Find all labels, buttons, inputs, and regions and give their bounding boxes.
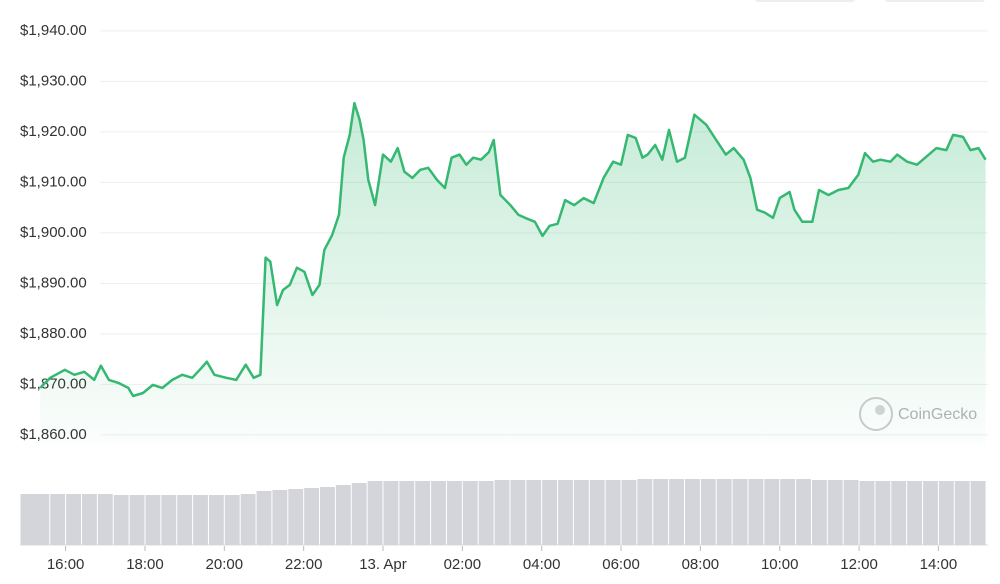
y-tick-label: $1,890.00 [20,274,87,291]
volume-bar [494,480,510,545]
volume-bar [367,481,383,545]
volume-bar [304,488,320,545]
x-tick-label: 04:00 [523,556,561,573]
volume-bar [478,481,494,545]
x-tick-label: 10:00 [761,556,799,573]
volume-bar [256,491,272,545]
volume-bar [843,480,859,545]
volume-bar [827,480,843,545]
y-tick-label: $1,930.00 [20,72,87,89]
volume-bar [542,480,558,545]
x-tick-label: 13. Apr [359,556,407,573]
volume-bar [129,495,145,545]
volume-bar [748,479,764,545]
volume-bar [351,483,367,545]
volume-bar [161,495,177,545]
x-tick-label: 08:00 [682,556,720,573]
volume-bar [938,481,954,545]
volume-bar [589,480,605,545]
volume-bar [446,481,462,545]
volume-bar [891,481,907,545]
volume-bar [272,490,288,545]
x-tick-label: 14:00 [920,556,958,573]
volume-bar [113,495,129,545]
volume-bar [764,479,780,545]
volume-bar [50,494,66,545]
volume-bar [526,480,542,545]
volume-bar [97,494,113,545]
volume-bar [193,495,208,545]
volume-bar [875,481,891,545]
y-tick-label: $1,880.00 [20,325,87,342]
volume-bar [66,494,81,545]
x-tick-label: 20:00 [206,556,244,573]
volume-bar [558,480,573,545]
volume-bar [240,494,256,545]
volume-bar [970,481,986,545]
volume-bar [621,480,637,545]
watermark-text: CoinGecko [898,406,977,423]
volume-bar [431,481,446,545]
y-tick-label: $1,940.00 [20,22,87,39]
y-tick-label: $1,920.00 [20,123,87,140]
volume-bar [399,481,415,545]
volume-bar [669,479,685,545]
volume-bar [907,481,923,545]
volume-bar [145,495,161,545]
volume-bar [811,480,827,545]
volume-bar [224,495,240,545]
volume-bar [383,481,399,545]
y-tick-label: $1,900.00 [20,224,87,241]
volume-bar [34,494,50,545]
price-line [39,101,987,398]
volume-bar [716,479,732,545]
volume-bar [653,479,669,545]
volume-bar [637,479,653,545]
volume-bar [81,494,97,545]
x-tick-label: 02:00 [444,556,482,573]
y-tick-label: $1,910.00 [20,173,87,190]
volume-bar [859,481,875,545]
volume-bar [796,479,811,545]
volume-bar [208,495,224,545]
x-tick-label: 22:00 [285,556,323,573]
volume-bar [462,481,478,545]
x-tick-label: 12:00 [840,556,878,573]
volume-bar [320,487,335,545]
volume-bar [177,495,193,545]
range-button[interactable] [755,0,855,2]
volume-bar [288,489,304,545]
volume-bar [732,479,748,545]
area-fill [40,103,986,445]
volume-bar [605,480,621,545]
x-tick-label: 16:00 [47,556,85,573]
x-tick-label: 18:00 [126,556,164,573]
volume-bar [700,479,716,545]
watermark: CoinGecko [859,397,977,431]
volume-bar [573,480,589,545]
volume-bar [685,479,700,545]
volume-bar [923,481,938,545]
volume-bar [510,480,526,545]
volume-bar [20,494,36,545]
volume-bar [335,485,351,545]
volume-bar [415,481,431,545]
volume-bar [954,481,970,545]
volume-bar [780,479,796,545]
range-button[interactable] [885,0,985,2]
x-tick-label: 06:00 [602,556,640,573]
